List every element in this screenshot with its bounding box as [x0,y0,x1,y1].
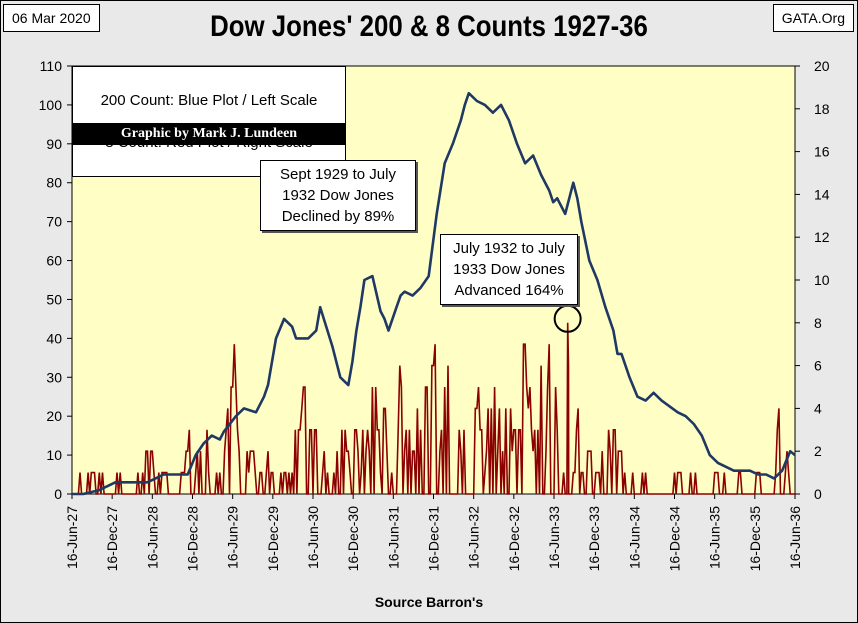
right-tick-label: 16 [814,144,830,160]
right-tick-label: 6 [814,358,822,374]
x-tick-label: 16-Jun-31 [385,506,401,569]
x-tick-label: 16-Jun-33 [546,506,562,569]
peak-circle-marker [553,304,582,333]
x-axis-title: Source Barron's [374,594,484,610]
chart-markers [553,304,582,333]
legend-line-blue: 200 Count: Blue Plot / Left Scale [100,92,318,109]
x-tick-label: 16-Dec-31 [426,506,442,572]
x-tick-label: 16-Dec-33 [586,506,602,572]
x-tick-label: 16-Jun-28 [144,506,160,569]
x-tick-label: 16-Dec-28 [185,506,201,572]
eight-count-series [72,322,795,495]
left-axis: 0 10 20 30 40 50 60 70 80 90 100 110 [39,58,72,502]
left-tick-label: 20 [46,408,62,424]
decline-annotation: Sept 1929 to July 1932 Dow Jones Decline… [260,160,416,231]
x-tick-label: 16-Dec-35 [747,506,763,572]
right-tick-label: 10 [814,272,830,288]
x-tick-label: 16-Jun-30 [305,506,321,569]
right-tick-label: 12 [814,229,830,245]
x-tick-label: 16-Dec-27 [104,506,120,572]
right-tick-label: 4 [814,400,822,416]
x-tick-label: 16-Jun-34 [626,506,642,569]
x-tick-label: 16-Dec-32 [506,506,522,572]
two-hundred-count-line [72,91,796,496]
two-hundred-count-series [72,91,796,496]
eight-count-line [72,322,795,495]
left-tick-label: 90 [46,136,62,152]
left-tick-label: 110 [40,58,63,74]
credit-bar: Graphic by Mark J. Lundeen [72,123,346,145]
left-tick-label: 40 [46,330,62,346]
right-tick-label: 18 [814,101,830,117]
x-tick-label: 16-Jun-29 [225,506,241,569]
x-tick-label: 16-Jun-36 [787,506,803,569]
left-tick-label: 30 [46,369,62,385]
right-axis: 0 2 4 6 8 10 12 14 16 18 20 [795,58,830,502]
chart-title: Dow Jones' 200 & 8 Counts 1927-36 [210,10,648,43]
date-label: 06 Mar 2020 [3,4,100,32]
left-tick-label: 70 [46,214,62,230]
x-tick-label: 16-Jun-35 [707,506,723,569]
left-tick-label: 100 [39,97,63,113]
x-tick-label: 16-Dec-29 [265,506,281,572]
left-tick-label: 60 [46,253,62,269]
left-tick-label: 10 [46,447,62,463]
right-tick-label: 14 [814,186,830,202]
right-tick-label: 20 [814,58,830,74]
right-tick-label: 8 [814,315,822,331]
left-tick-label: 0 [54,486,62,502]
advance-annotation: July 1932 to July 1933 Dow Jones Advance… [440,234,578,305]
x-tick-label: 16-Dec-34 [667,506,683,572]
left-tick-label: 80 [46,175,62,191]
left-tick-label: 50 [46,291,62,307]
x-axis: 16-Jun-27 16-Dec-27 16-Jun-28 16-Dec-28 16-J… [64,494,803,571]
x-tick-label: 16-Jun-32 [466,506,482,569]
x-tick-label: 16-Dec-30 [345,506,361,572]
x-tick-label: 16-Jun-27 [64,506,80,569]
source-label: GATA.Org [772,4,854,32]
right-tick-label: 0 [814,486,822,502]
right-tick-label: 2 [814,443,822,459]
